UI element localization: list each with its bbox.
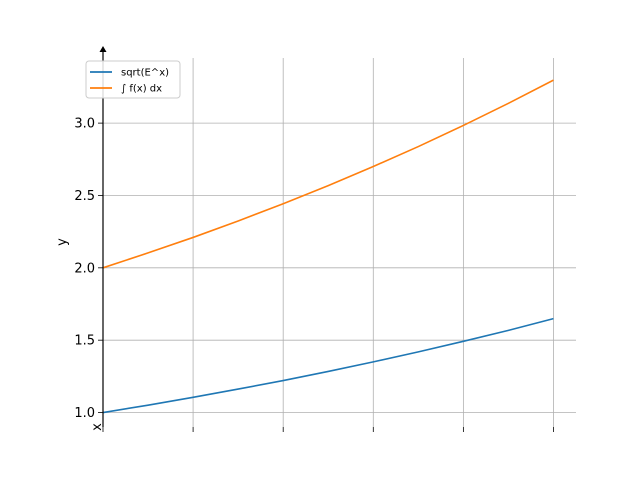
legend: sqrt(E^x) ∫ f(x) dx [85, 60, 181, 99]
y-tick-label: 1.0 [74, 406, 95, 421]
series-line-1 [102, 79, 554, 269]
axes [99, 46, 107, 427]
y-tick-label: 2.0 [74, 261, 95, 276]
y-axis-arrow [99, 46, 107, 52]
legend-label-integral: ∫ f(x) dx [121, 84, 162, 95]
series-layer [102, 79, 554, 414]
legend-label-sqrt: sqrt(E^x) [121, 68, 169, 79]
y-tick-label: 1.5 [74, 334, 95, 349]
y-tick-label: 3.0 [74, 117, 95, 132]
ticks: 1.0 1.5 2.0 2.5 3.0 [74, 117, 554, 432]
y-tick-label: 2.5 [74, 189, 95, 204]
y-axis-label: y [55, 238, 70, 246]
series-line-0 [102, 317, 554, 414]
grid [103, 58, 576, 427]
x-axis-label: x [90, 423, 105, 431]
